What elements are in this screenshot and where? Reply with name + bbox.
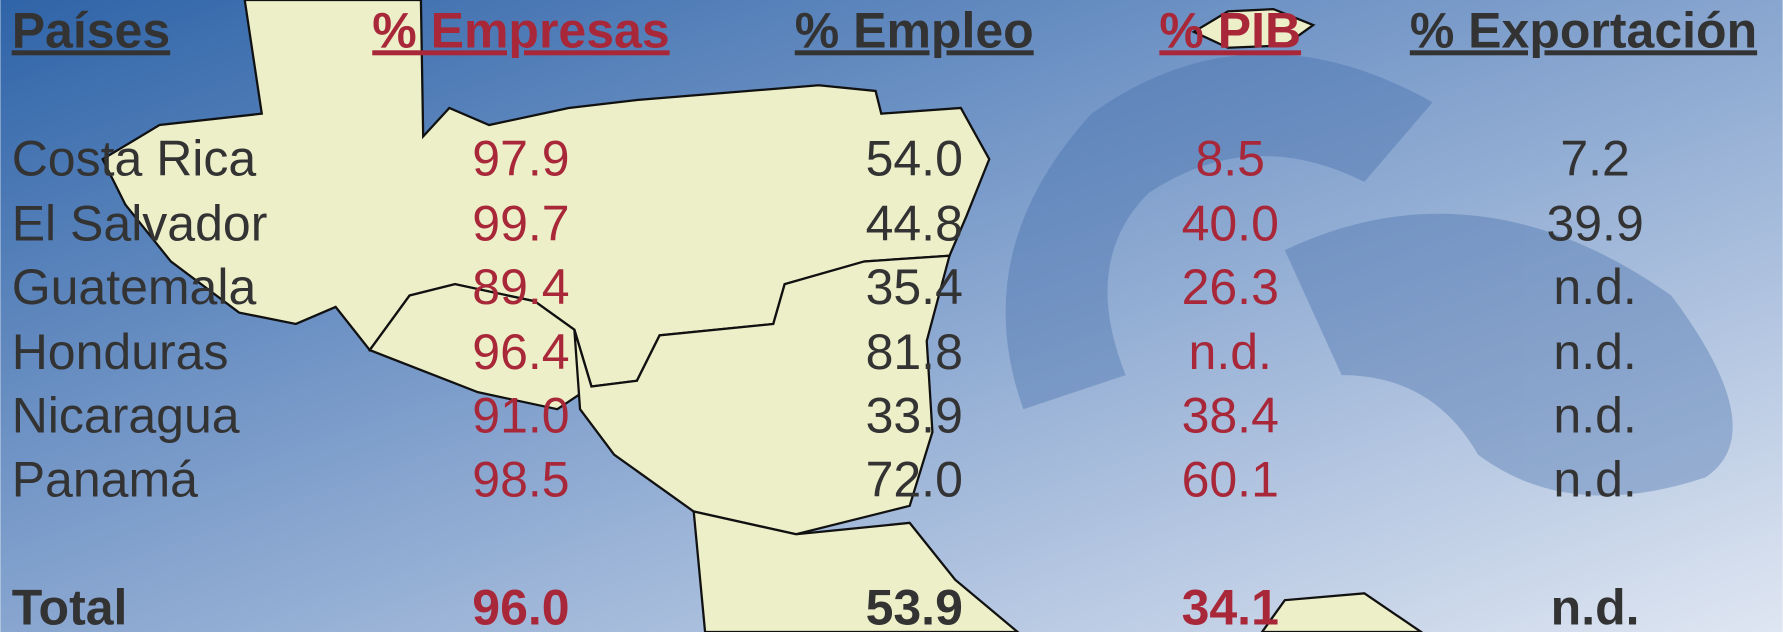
column-header: % PIB	[1159, 2, 1301, 58]
cell: 35.4	[866, 259, 963, 315]
cell: 60.1	[1182, 451, 1279, 507]
column-header: % Empleo	[795, 2, 1034, 58]
cell: 81.8	[866, 324, 963, 380]
total-label: Total	[12, 580, 128, 632]
row-label: Honduras	[12, 324, 229, 380]
row-label: Nicaragua	[12, 388, 240, 444]
logo	[1005, 53, 1733, 496]
cell: 97.9	[472, 131, 569, 187]
row-label: Guatemala	[12, 259, 257, 315]
total-cell: n.d.	[1551, 580, 1640, 632]
cell: n.d.	[1553, 259, 1636, 315]
cell: 40.0	[1182, 196, 1279, 252]
column-header: % Exportación	[1410, 2, 1757, 58]
cell: 44.8	[866, 196, 963, 252]
cell: n.d.	[1553, 388, 1636, 444]
cell: 99.7	[472, 196, 569, 252]
cell: 96.4	[472, 324, 569, 380]
cell: 39.9	[1546, 196, 1643, 252]
total-cell: 34.1	[1182, 580, 1279, 632]
cell: n.d.	[1189, 324, 1272, 380]
cell: n.d.	[1553, 451, 1636, 507]
row-label: Panamá	[12, 451, 198, 507]
total-cell: 96.0	[472, 580, 569, 632]
column-header: % Empresas	[372, 2, 669, 58]
cell: 72.0	[866, 451, 963, 507]
cell: 54.0	[866, 131, 963, 187]
row-label: El Salvador	[12, 196, 268, 252]
cell: 98.5	[472, 451, 569, 507]
cell: n.d.	[1553, 324, 1636, 380]
cell: 33.9	[866, 388, 963, 444]
cell: 89.4	[472, 259, 569, 315]
cell: 8.5	[1195, 131, 1265, 187]
cell: 7.2	[1560, 131, 1630, 187]
cell: 38.4	[1182, 388, 1279, 444]
total-cell: 53.9	[866, 580, 963, 632]
map	[101, 0, 1424, 632]
cell: 91.0	[472, 388, 569, 444]
table: Países % Empresas % Empleo % PIB % Exportaci…	[12, 2, 1757, 632]
row-label: Costa Rica	[12, 131, 257, 187]
column-header: Países	[12, 2, 170, 58]
cell: 26.3	[1182, 259, 1279, 315]
